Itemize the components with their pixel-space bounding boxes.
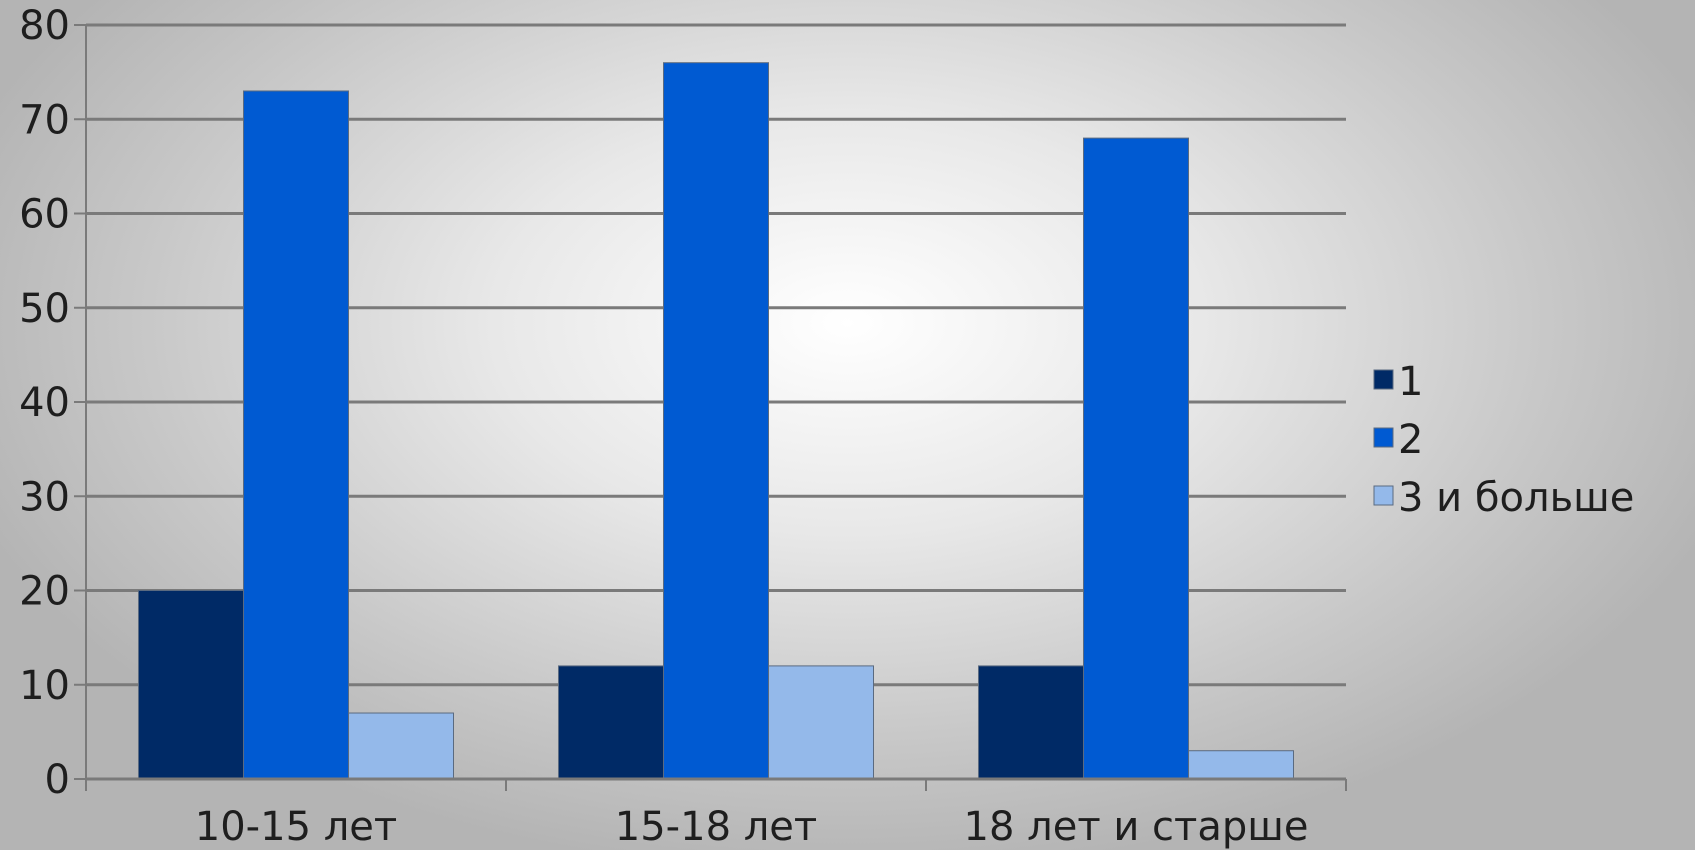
y-tick-label: 10: [19, 663, 70, 709]
axes: [74, 24, 1347, 791]
y-tick-label: 50: [19, 286, 70, 332]
bar-1: [138, 590, 244, 780]
legend-swatch: [1373, 427, 1394, 448]
category-label: 15-18 лет: [615, 804, 817, 850]
legend-label: 3 и больше: [1398, 475, 1634, 521]
legend-label: 1: [1398, 359, 1423, 405]
bar-3: [348, 712, 454, 780]
category-label: 18 лет и старше: [964, 804, 1309, 850]
category-label: 10-15 лет: [195, 804, 397, 850]
bar-1: [558, 665, 664, 780]
legend-swatch: [1373, 485, 1394, 506]
category-labels: 10-15 лет 15-18 лет 18 лет и старше: [195, 804, 1309, 850]
y-tick-label: 20: [19, 569, 70, 615]
y-tick-label: 30: [19, 474, 70, 520]
bars: [138, 62, 1294, 780]
bar-1: [978, 665, 1084, 780]
legend-label: 2: [1398, 417, 1423, 463]
bar-3: [768, 665, 874, 780]
bar-2: [663, 62, 769, 780]
bar-3: [1188, 750, 1294, 780]
y-tick-label: 80: [19, 3, 70, 49]
y-tick-labels: 0 10 20 30 40 50 60 70 80: [19, 3, 70, 803]
legend-swatch: [1373, 369, 1394, 390]
y-tick-label: 40: [19, 380, 70, 426]
bar-2: [1083, 137, 1189, 780]
y-tick-label: 70: [19, 97, 70, 143]
y-tick-label: 60: [19, 192, 70, 238]
bar-2: [243, 90, 349, 780]
legend: 1 2 3 и больше: [1373, 359, 1634, 521]
y-tick-label: 0: [45, 757, 70, 803]
